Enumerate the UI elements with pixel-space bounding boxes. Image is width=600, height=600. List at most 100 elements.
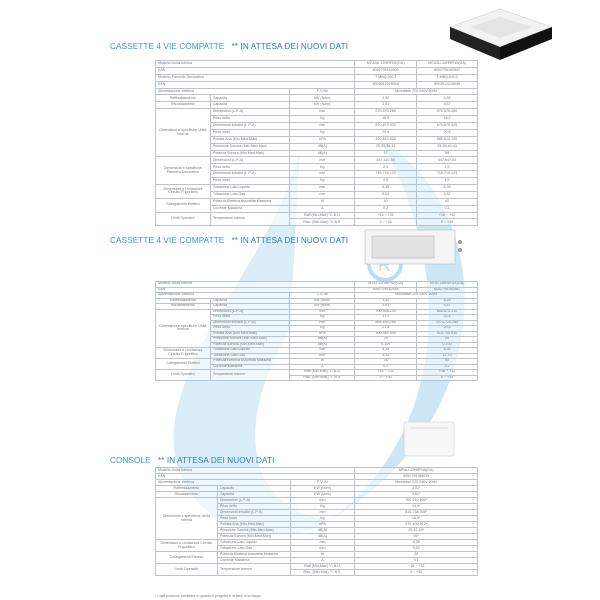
table-row: Modello Unità Interna MCA3U-12HRFNX(GA) MC… [154,60,478,68]
section-title-cassette-1: CASSETTE 4 VIE COMPATTE ** IN ATTESA DEI… [110,42,349,51]
table-cell: 4,5 [354,177,418,186]
table-cell: Risc. (Min-Max) °C B.S. [289,218,356,227]
table-row: EAN 8052705162530 8052705162547 [154,66,478,75]
table-cell: 0 ~ +30 [354,569,478,576]
table-cell: Dimensioni imballo (L-P-A) [209,170,291,179]
table-row: Collegamenti Elettrici Potenza Elettrica … [155,197,478,213]
table-cell: 1070-725-285 [416,319,478,326]
table-row: EAN 8052705162554 8052705162561 [154,286,478,293]
table-cell: 580-610-720 [416,135,478,144]
table-cell: 515-700-910 [416,330,478,337]
section-title-cassette-2: CASSETTE 4 VIE COMPATTE ** IN ATTESA DEI… [110,236,349,245]
table-cell: 420-510-620 [354,135,418,144]
table-cell: m³/h [289,330,356,337]
table-cell: 880-674-210 [416,308,478,315]
table-cell: A [289,204,356,213]
table-row: Dimensioni e specifiche Pannello Decorat… [155,156,478,186]
table-cell: Dimensioni (L-P-A) [209,156,291,165]
table-cell: Modello Pannello Decorativo [154,73,356,82]
table-cell: Temperature Interne [216,563,291,576]
table-row: Dimensioni e Limitazioni Circuito Frigor… [155,347,478,359]
table-cell: Peso lordo [209,128,291,137]
table-cell: 8003912218048 [416,80,478,89]
table-cell: Peso lordo [209,177,291,186]
table-cell: 25-33-36-41 [354,142,418,151]
table-row: Dimensioni e specifiche Unità Interna Dim… [155,308,478,348]
table-cell: +16 ~ +32 [416,369,478,376]
table-cell: 2,5 [416,163,478,172]
table-cell: Riscaldamento [155,101,211,110]
table-cell: MCA3U-12HRFNX(GA) [354,60,418,68]
table-cell: 50 [416,358,478,365]
table-cell: 40 [416,197,478,206]
table-row: Pressione Sonora (Min-Med-Max) dB(A) 25 25 [156,336,478,343]
table-row: Dimensioni e Limitazioni Circuito Frigor… [155,184,478,199]
table-row: Alimentazione elettrica 1-V-Hz Monofase 22… [154,292,478,299]
table-cell: 670-670-325 [354,122,418,130]
table-cell: 5,28 [416,94,478,103]
table-cell: 8052705162561 [416,286,478,293]
table-cell: 647-647-50 [416,156,478,165]
table-cell: dB(A) [289,336,356,343]
table-cell: 2,5 [354,163,418,172]
table-cell: W [289,197,356,206]
table-cell: Collegamenti Elettrici [155,551,218,564]
table-cell: F-V-Hz [289,87,356,96]
table-row: Tubazione Lato Gas mm 9,52 12,70 [156,352,478,359]
table-cell: mm [289,122,356,130]
table-cell: dB(A) [289,149,356,158]
table-cell: Dimensioni e specifiche Unità Interna [155,497,218,540]
table-row: EAN 8003912218048 8003912218048 [154,80,478,89]
table-cell: Dimensioni e Limitazioni Circuito Frigor… [155,539,218,552]
table-cell: 25 [416,336,478,343]
table-cell: 6,35 [416,184,478,192]
table-cell: 59 [416,149,478,158]
table-cell: Limiti Operativi [155,563,218,576]
table-cell: Tubazione Lato Gas [209,190,291,199]
table-cell: Raffreddamento [155,94,211,103]
table-cell: Limiti Operativi [155,211,211,227]
table-cell: 0,2 [416,363,478,370]
table-row: Alimentazione elettrica F-V-Hz Monofase 22… [154,87,478,96]
table-cell: 20,6 [416,128,478,137]
table-cell: Kg [289,325,356,332]
table-cell: 3,81 [354,101,418,110]
table-cell: Corrente Massima [209,204,291,213]
table-cell: 9,52 [354,190,418,199]
table-cell: 29,5 [416,325,478,332]
table-cell: 8052705162530 [354,66,418,75]
table-cell: 0,2 [354,204,418,213]
table-cell: 16,2 [416,115,478,124]
table-cell: Kg [289,115,356,124]
table-cell: 40 [354,197,418,206]
table-cell: 647-647-50 [354,156,418,165]
table-cell: W [289,358,356,365]
table-cell: Potenza Sonora (Min-Med-Max) [209,149,291,158]
table-cell: 0 ~ +30 [354,218,418,227]
table-cell: 670-670-325 [416,122,478,130]
table-cell: Dimensioni e specifiche Unità Interna [155,108,211,158]
table-row: Raffreddamento Capacità kW (Nom) 3,52 5,28 [155,297,478,304]
table-row: Limiti Operativi Temperature Interne Raff … [155,211,478,227]
section-title-console: CONSOLE ** IN ATTESA DEI NUOVI DATI [110,456,275,465]
table-cell: 16,2 [354,115,418,124]
table-cell: A [289,363,356,370]
table-cell: 0 ~ +30 [416,218,478,227]
table-row: Riscaldamento Capacità kW (Nom) 3,81 5,57 [155,303,478,310]
table-row: Risc. (Min-Max) °C B.S. 0 ~ +30 0 ~ +30 [156,218,478,227]
table-row: Dimensioni imballo (L-P-A) mm 868-640-285 1… [156,319,478,326]
table-cell: 715-715-123 [354,170,418,179]
table-cell: 23,4 [416,314,478,321]
specs-table-console: Modello Unità Interna MFAU-12HRFN8(GA) EAN… [154,467,478,576]
table-cell: Peso netto [209,115,291,124]
table-cell: kW (Nom) [289,101,356,110]
table-cell: EAN [154,66,356,75]
table-cell: Temperature Interne [209,369,291,381]
table-cell: 715-715-123 [416,170,478,179]
table-cell: mm [289,156,356,165]
table-cell: Raffreddamento [155,297,211,304]
table-cell: EAN [154,286,356,293]
table-cell: 8052705162547 [416,66,478,75]
table-cell: 6,35 [416,347,478,354]
table-cell: Dimensioni e Limitazioni Circuito Frigor… [155,184,211,199]
